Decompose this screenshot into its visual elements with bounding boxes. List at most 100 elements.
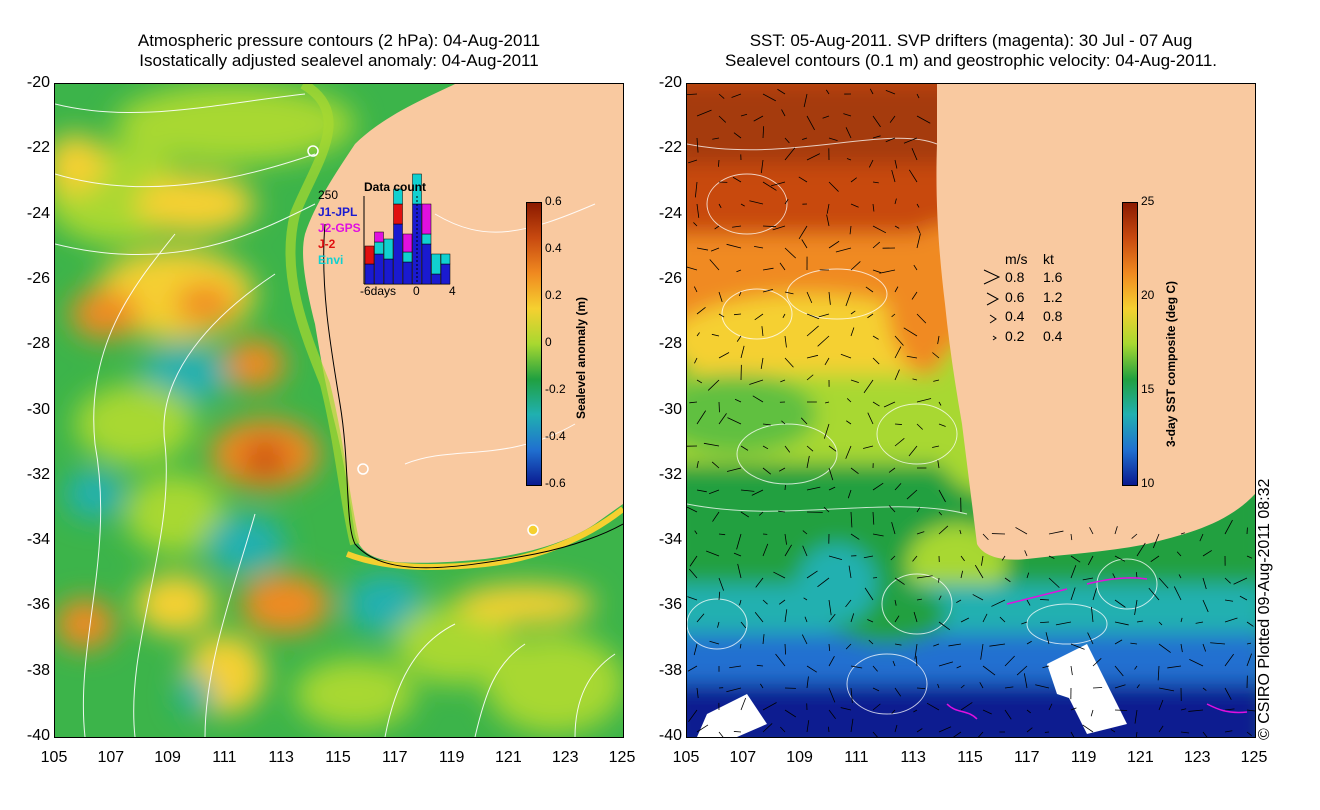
velocity-arrow bbox=[1092, 658, 1102, 667]
velocity-arrow bbox=[850, 177, 857, 183]
velocity-arrow bbox=[906, 355, 918, 359]
velocity-arrow bbox=[1042, 665, 1050, 669]
velocity-arrow bbox=[845, 643, 852, 650]
velocity-arrow bbox=[729, 665, 742, 669]
velocity-arrow bbox=[737, 563, 742, 579]
left-map-title-line1: Atmospheric pressure contours (2 hPa): 0… bbox=[137, 31, 541, 50]
velocity-arrow bbox=[846, 420, 852, 425]
velocity-arrow bbox=[806, 445, 814, 452]
velocity-arrow bbox=[828, 240, 840, 249]
velocity-arrow bbox=[938, 423, 946, 427]
velocity-arrow bbox=[731, 93, 742, 98]
left-y-tick-0: -20 bbox=[26, 74, 50, 91]
velocity-arrow bbox=[916, 728, 923, 733]
velocity-arrow bbox=[1089, 527, 1094, 535]
velocity-arrow bbox=[1016, 665, 1028, 676]
velocity-arrow bbox=[1202, 687, 1207, 691]
velocity-arrow bbox=[916, 575, 933, 579]
inset-bar bbox=[421, 243, 432, 285]
velocity-arrow bbox=[894, 346, 902, 359]
velocity-arrow bbox=[960, 570, 964, 579]
velocity-arrow bbox=[846, 158, 852, 161]
velocity-arrow bbox=[740, 113, 748, 117]
velocity-arrow bbox=[1004, 709, 1012, 720]
velocity-arrow bbox=[894, 615, 900, 623]
velocity-arrow bbox=[806, 291, 813, 304]
velocity-arrow bbox=[712, 511, 720, 522]
inset-bar bbox=[402, 233, 413, 253]
inset-bar bbox=[440, 253, 451, 265]
velocity-arrow bbox=[850, 718, 854, 733]
velocity-arrow bbox=[915, 656, 918, 667]
velocity-arrow bbox=[1026, 709, 1031, 714]
velocity-arrow bbox=[1087, 632, 1094, 645]
velocity-arrow bbox=[738, 291, 742, 297]
velocity-arrow bbox=[872, 181, 879, 184]
velocity-arrow bbox=[938, 661, 954, 667]
right-x-tick-2: 109 bbox=[786, 749, 813, 766]
right-y-tick-3: -26 bbox=[658, 269, 682, 287]
velocity-arrow bbox=[1048, 577, 1060, 588]
velocity-arrow bbox=[872, 687, 880, 692]
velocity-arrow bbox=[784, 291, 794, 295]
inset-x-label-end: 4 bbox=[449, 284, 456, 298]
left-y-tick-2: -24 bbox=[26, 204, 50, 222]
velocity-arrow bbox=[779, 262, 786, 271]
velocity-arrow bbox=[712, 137, 720, 140]
velocity-arrow bbox=[709, 640, 720, 645]
velocity-arrow bbox=[828, 656, 835, 667]
velocity-arrow bbox=[1246, 621, 1254, 627]
right-y-tick-9: -38 bbox=[658, 661, 682, 679]
velocity-arrow bbox=[938, 595, 942, 601]
velocity-arrow bbox=[906, 489, 918, 500]
velocity-arrow bbox=[1239, 595, 1248, 601]
inset-mission-envi: Envi bbox=[318, 253, 344, 267]
velocity-arrow bbox=[784, 709, 797, 718]
right-colorbar bbox=[1122, 202, 1138, 486]
velocity-arrow bbox=[689, 401, 698, 404]
velocity-arrow bbox=[1087, 555, 1094, 566]
velocity-arrow bbox=[982, 709, 992, 715]
velocity-arrow bbox=[956, 665, 962, 669]
inset-bar bbox=[421, 233, 432, 245]
velocity-arrow bbox=[1202, 599, 1209, 613]
velocity-arrow bbox=[798, 225, 808, 240]
velocity-arrow bbox=[806, 455, 810, 469]
velocity-arrow bbox=[689, 555, 698, 567]
velocity-arrow bbox=[850, 613, 855, 623]
left-x-tick-2: 109 bbox=[154, 749, 181, 766]
velocity-arrow bbox=[827, 726, 830, 733]
velocity-arrow bbox=[1246, 709, 1255, 712]
velocity-arrow bbox=[762, 126, 765, 139]
right-x-tick-0: 105 bbox=[672, 749, 700, 766]
velocity-arrow bbox=[845, 599, 852, 608]
left-pressure-contours bbox=[55, 93, 616, 737]
velocity-arrow bbox=[914, 643, 918, 660]
velocity-arrow bbox=[980, 643, 984, 660]
velocity-arrow bbox=[1135, 572, 1138, 579]
velocity-arrow bbox=[959, 529, 962, 535]
velocity-arrow bbox=[948, 643, 962, 647]
left-y-tick-9: -38 bbox=[26, 661, 50, 679]
velocity-arrow bbox=[869, 88, 874, 95]
velocity-arrow bbox=[982, 613, 988, 623]
velocity-arrow bbox=[937, 460, 940, 469]
velocity-arrow bbox=[888, 505, 896, 513]
velocity-arrow bbox=[802, 530, 808, 535]
velocity-arrow bbox=[736, 269, 742, 273]
velocity-arrow bbox=[696, 410, 707, 425]
velocity-arrow bbox=[1070, 565, 1077, 579]
velocity-arrow bbox=[894, 438, 905, 447]
velocity-arrow bbox=[1158, 577, 1169, 589]
velocity-arrow bbox=[932, 445, 940, 448]
velocity-arrow bbox=[867, 313, 874, 319]
velocity-arrow bbox=[1202, 643, 1207, 652]
velocity-arrow bbox=[762, 599, 768, 605]
velocity-arrow bbox=[872, 115, 881, 128]
velocity-arrow bbox=[762, 543, 769, 557]
velocity-arrow bbox=[714, 225, 720, 230]
velocity-arrow bbox=[1224, 730, 1233, 733]
right-cb-tick-2: 15 bbox=[1141, 382, 1155, 396]
velocity-arrow bbox=[718, 731, 724, 737]
velocity-arrow bbox=[740, 697, 747, 711]
